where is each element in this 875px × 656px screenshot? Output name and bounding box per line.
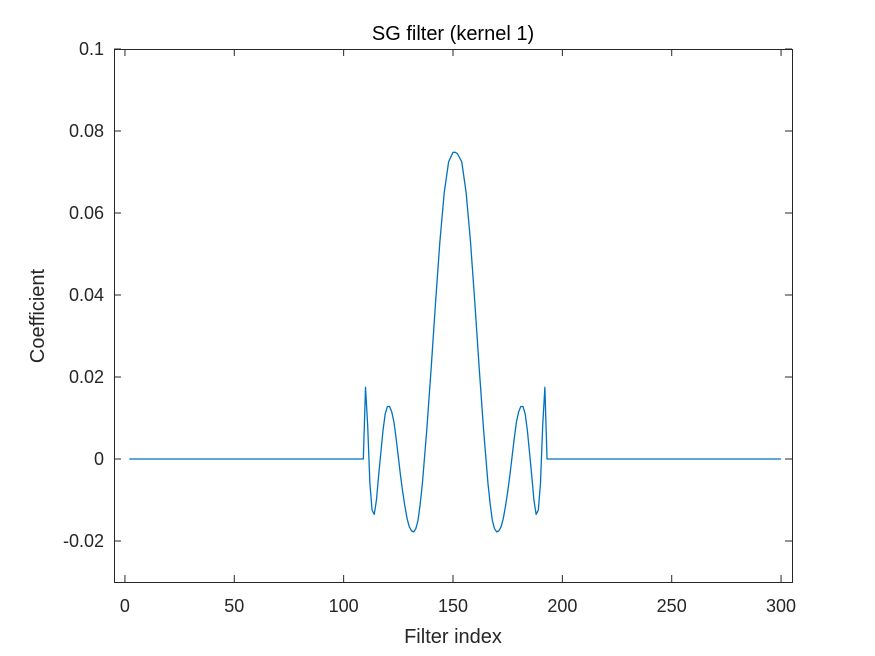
marks-layer — [129, 151, 782, 533]
x-tick-label: 200 — [547, 596, 577, 616]
ticks-layer: 0 50 100 150 200 250 300 -0.02 0 0.02 0.04 0.06 0.08… — [63, 39, 796, 616]
y-tick-label: 0.06 — [69, 203, 104, 223]
series-line-0 — [129, 151, 782, 533]
x-tick-label: 250 — [657, 596, 687, 616]
y-tick-label: -0.02 — [63, 531, 104, 551]
x-tick-label: 100 — [329, 596, 359, 616]
chart-title: SG filter (kernel 1) — [372, 23, 534, 45]
x-tick-label: 150 — [438, 596, 468, 616]
x-tick-label: 50 — [224, 596, 244, 616]
x-tick-label: 0 — [120, 596, 130, 616]
y-tick-label: 0.1 — [79, 39, 104, 59]
y-tick-label: 0.02 — [69, 367, 104, 387]
y-axis-label: Coefficient — [27, 268, 49, 363]
y-tick-label: 0 — [94, 449, 104, 469]
y-tick-label: 0.08 — [69, 121, 104, 141]
x-tick-label: 300 — [766, 596, 796, 616]
plot-area — [114, 49, 792, 582]
y-tick-label: 0.04 — [69, 285, 104, 305]
x-axis-label: Filter index — [404, 626, 502, 648]
